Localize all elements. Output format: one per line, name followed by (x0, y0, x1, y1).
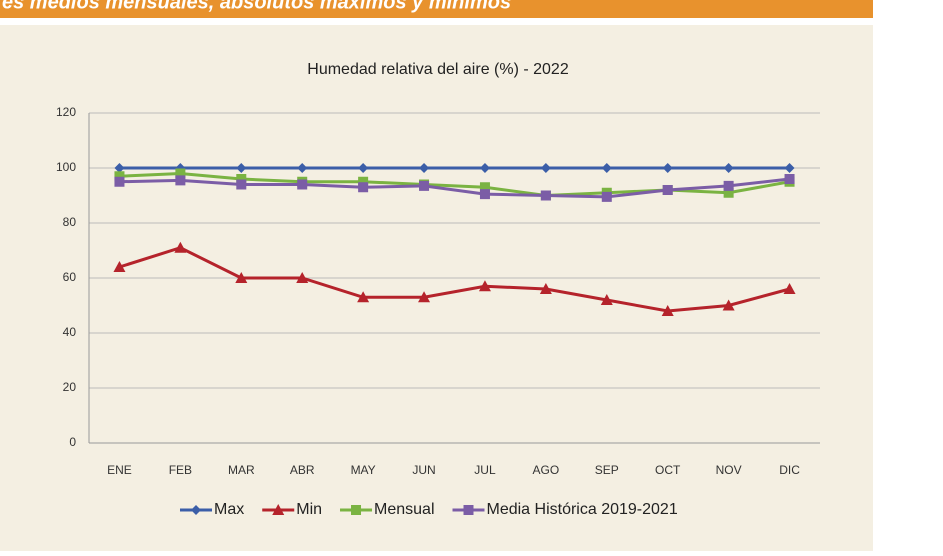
legend-label: Max (214, 501, 244, 518)
marker (419, 163, 430, 173)
marker (479, 189, 490, 200)
header-bar (0, 0, 873, 18)
marker (272, 504, 285, 515)
marker (358, 176, 369, 187)
y-tick-label: 40 (63, 325, 77, 339)
marker (784, 174, 795, 184)
marker (784, 163, 795, 173)
x-tick-label: JUN (412, 463, 435, 477)
marker (296, 272, 309, 283)
legend-label: Min (296, 501, 322, 518)
marker (114, 171, 125, 182)
marker (297, 163, 308, 173)
marker (600, 294, 613, 305)
marker (191, 505, 201, 515)
x-tick-label: SEP (595, 463, 619, 477)
x-tick-label: NOV (716, 463, 742, 477)
marker (175, 168, 186, 179)
marker (479, 163, 490, 173)
chart-title: Humedad relativa del aire (%) - 2022 (307, 61, 569, 78)
marker (236, 179, 247, 190)
marker (723, 180, 734, 191)
marker (662, 163, 673, 173)
header-title: es medios mensuales, absolutos máximos y… (2, 0, 511, 13)
marker (174, 241, 187, 253)
marker (479, 182, 490, 193)
marker (601, 191, 612, 202)
marker (478, 280, 491, 292)
x-tick-label: DIC (779, 463, 800, 477)
marker (419, 180, 430, 191)
marker (722, 299, 735, 311)
marker (297, 179, 308, 190)
x-tick-label: MAR (228, 463, 255, 477)
marker (236, 174, 247, 184)
marker (418, 291, 431, 303)
marker (540, 163, 551, 173)
x-tick-label: AGO (533, 463, 560, 477)
y-tick-label: 0 (69, 435, 76, 449)
marker (723, 187, 734, 198)
marker (358, 163, 369, 173)
x-tick-label: FEB (169, 463, 192, 477)
legend-label: Media Histórica 2019-2021 (487, 501, 678, 518)
y-tick-label: 100 (56, 160, 76, 174)
marker (358, 182, 369, 193)
series-line (119, 177, 790, 199)
marker (783, 283, 796, 294)
marker (175, 175, 186, 186)
x-tick-label: MAY (351, 463, 376, 477)
marker (662, 185, 673, 195)
marker (114, 163, 125, 173)
marker (540, 190, 551, 201)
marker (351, 505, 362, 515)
x-tick-label: ENE (107, 463, 132, 477)
legend-label: Mensual (374, 501, 434, 518)
marker (723, 163, 734, 173)
x-tick-label: OCT (655, 463, 681, 477)
y-tick-label: 20 (63, 380, 77, 394)
x-tick-label: JUL (474, 463, 496, 477)
marker (539, 283, 552, 294)
marker (113, 261, 126, 272)
y-tick-label: 60 (63, 270, 77, 284)
marker (463, 505, 474, 515)
marker (357, 291, 370, 303)
y-tick-label: 120 (56, 105, 76, 119)
y-tick-label: 80 (63, 215, 77, 229)
marker (661, 305, 674, 316)
marker (236, 163, 247, 173)
x-tick-label: ABR (290, 463, 315, 477)
series-line (119, 246, 790, 313)
marker (601, 163, 612, 173)
marker (114, 176, 125, 187)
marker (235, 272, 248, 283)
